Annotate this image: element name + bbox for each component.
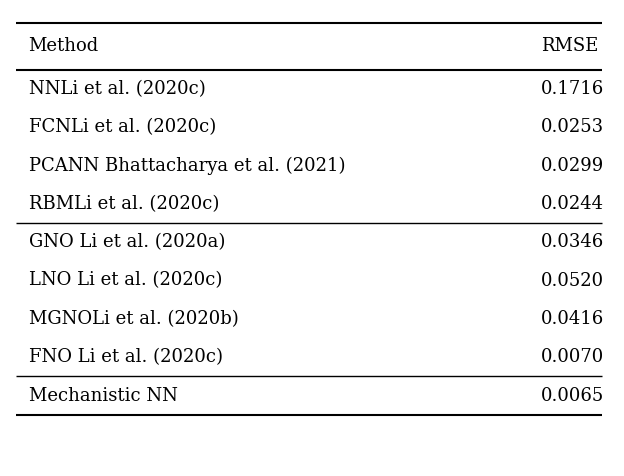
Text: FNO Li et al. (2020c): FNO Li et al. (2020c) — [29, 348, 223, 366]
Text: 0.0070: 0.0070 — [542, 348, 605, 366]
Text: 0.0253: 0.0253 — [542, 118, 605, 136]
Text: Method: Method — [29, 37, 99, 55]
Text: Mechanistic NN: Mechanistic NN — [29, 387, 177, 405]
Text: NNLi et al. (2020c): NNLi et al. (2020c) — [29, 80, 205, 98]
Text: GNO Li et al. (2020a): GNO Li et al. (2020a) — [29, 233, 225, 251]
Text: 0.0346: 0.0346 — [542, 233, 605, 251]
Text: FCNLi et al. (2020c): FCNLi et al. (2020c) — [29, 118, 216, 136]
Text: 0.0065: 0.0065 — [542, 387, 605, 405]
Text: PCANN Bhattacharya et al. (2021): PCANN Bhattacharya et al. (2021) — [29, 157, 345, 175]
Text: 0.1716: 0.1716 — [542, 80, 605, 98]
Text: 0.0299: 0.0299 — [542, 157, 605, 175]
Text: LNO Li et al. (2020c): LNO Li et al. (2020c) — [29, 271, 222, 289]
Text: MGNOLi et al. (2020b): MGNOLi et al. (2020b) — [29, 310, 238, 328]
Text: RMSE: RMSE — [542, 37, 599, 55]
Text: RBMLi et al. (2020c): RBMLi et al. (2020c) — [29, 195, 219, 213]
Text: 0.0520: 0.0520 — [542, 271, 605, 289]
Text: 0.0416: 0.0416 — [542, 310, 605, 328]
Text: 0.0244: 0.0244 — [542, 195, 605, 213]
